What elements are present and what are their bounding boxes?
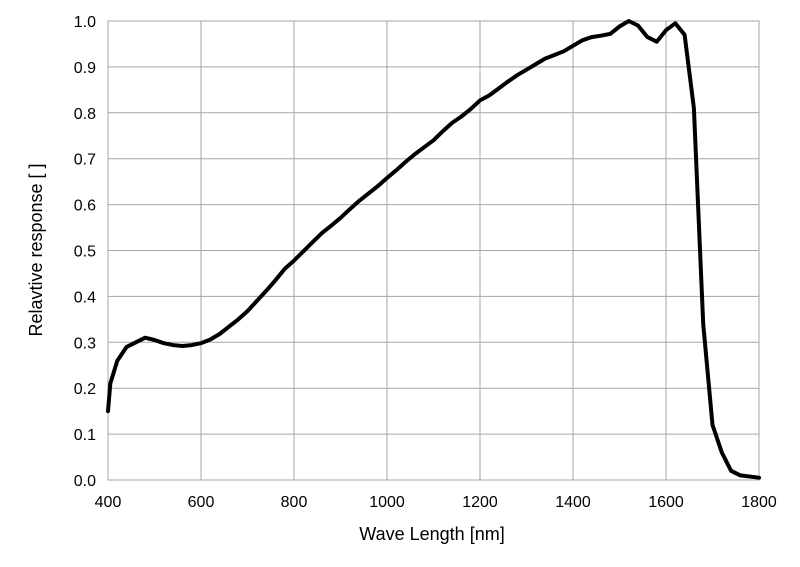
y-tick-label: 0.2	[74, 381, 96, 398]
y-axis-title: Relavtive response [ ]	[26, 163, 46, 336]
x-tick-labels: 400 600 800 1000 1200 1400 1600 1800	[95, 494, 777, 511]
y-tick-label: 0.4	[74, 289, 96, 306]
response-curve	[106, 19, 761, 480]
y-tick-label: 0.9	[74, 60, 96, 77]
x-tick-label: 1400	[555, 494, 591, 511]
x-tick-label: 800	[281, 494, 308, 511]
y-tick-label: 0.3	[74, 335, 96, 352]
x-tick-label: 400	[95, 494, 122, 511]
y-tick-label: 0.7	[74, 152, 96, 169]
y-tick-label: 1.0	[74, 14, 96, 31]
grid	[107, 20, 760, 481]
y-tick-label: 0.5	[74, 244, 96, 261]
y-tick-label: 0.6	[74, 198, 96, 215]
x-tick-label: 1800	[741, 494, 777, 511]
y-tick-label: 0.8	[74, 106, 96, 123]
x-axis-title: Wave Length [nm]	[359, 524, 504, 544]
axes	[107, 20, 760, 481]
x-tick-label: 1600	[648, 494, 684, 511]
x-tick-label: 600	[188, 494, 215, 511]
x-tick-label: 1200	[462, 494, 498, 511]
x-tick-label: 1000	[369, 494, 405, 511]
series-layer	[106, 19, 761, 480]
y-tick-label: 0.0	[74, 473, 96, 490]
y-tick-label: 0.1	[74, 427, 96, 444]
y-tick-labels: 0.0 0.1 0.2 0.3 0.4 0.5 0.6 0.7 0.8 0.9 1.0	[74, 14, 96, 490]
plot-border	[107, 20, 760, 481]
